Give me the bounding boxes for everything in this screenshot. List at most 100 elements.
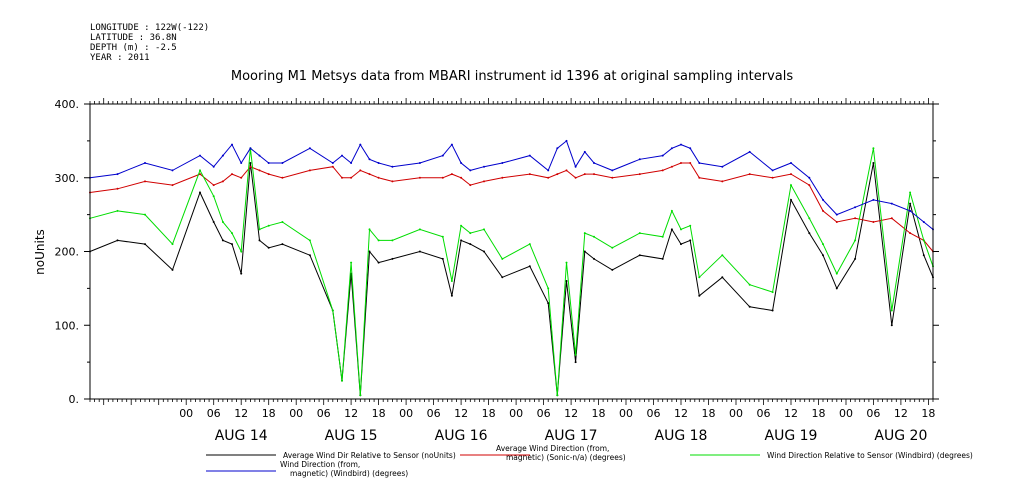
- x-hour-label: 06: [427, 407, 441, 420]
- data-point: [771, 176, 774, 179]
- data-point: [368, 228, 371, 231]
- data-point: [922, 221, 925, 223]
- data-point: [556, 173, 559, 176]
- data-point: [391, 180, 394, 183]
- data-point: [469, 243, 472, 246]
- x-hour-label: 06: [317, 407, 331, 420]
- x-hour-label: 00: [399, 407, 413, 420]
- data-point: [611, 268, 614, 271]
- legend-item-4: Wind Direction (from,magnetic) (Windbird…: [206, 460, 408, 478]
- data-point: [501, 162, 504, 164]
- data-point: [212, 195, 215, 198]
- data-point: [556, 394, 559, 397]
- x-day-label: AUG 20: [874, 428, 927, 444]
- x-hour-label: 00: [289, 407, 303, 420]
- data-point: [450, 173, 453, 176]
- data-point: [116, 187, 119, 190]
- data-point: [661, 154, 664, 157]
- data-point: [822, 209, 824, 212]
- data-point: [835, 272, 838, 275]
- data-point: [258, 169, 261, 172]
- data-point: [698, 176, 701, 179]
- legend-label: magnetic) (Windbird) (degrees): [290, 469, 408, 478]
- x-hour-label: 06: [537, 407, 551, 420]
- data-point: [460, 162, 463, 164]
- data-point: [249, 165, 252, 168]
- data-point: [670, 165, 673, 168]
- series-line-4: [89, 140, 934, 230]
- x-hour-label: 12: [344, 407, 358, 420]
- data-point: [698, 276, 701, 279]
- data-point: [144, 243, 146, 246]
- data-point: [854, 217, 857, 220]
- data-point: [359, 143, 362, 146]
- data-point: [790, 173, 792, 176]
- data-point: [547, 169, 550, 172]
- x-hour-label: 12: [454, 407, 468, 420]
- x-hour-label: 06: [647, 407, 661, 420]
- data-point: [922, 254, 925, 257]
- data-point: [771, 291, 774, 294]
- data-point: [221, 154, 224, 157]
- data-point: [460, 224, 463, 227]
- y-tick-label: 300.: [55, 172, 80, 185]
- data-point: [890, 217, 893, 220]
- data-point: [872, 198, 875, 201]
- data-point: [565, 280, 568, 282]
- data-point: [441, 257, 444, 260]
- data-point: [258, 154, 261, 157]
- data-point: [528, 265, 531, 268]
- data-point: [221, 221, 224, 223]
- x-day-label: AUG 15: [325, 428, 378, 444]
- data-point: [359, 169, 362, 172]
- axes-layer: 0. 100. 200. 300. 400. 00 06 12 18 00 06 12 18 00 06 12…: [55, 98, 939, 444]
- data-point: [547, 302, 550, 305]
- data-point: [528, 154, 531, 157]
- data-point: [231, 173, 233, 176]
- data-point: [240, 176, 243, 179]
- data-point: [171, 243, 174, 246]
- data-point: [350, 261, 353, 264]
- data-point: [391, 165, 394, 168]
- data-point: [350, 162, 353, 164]
- data-point: [790, 198, 792, 201]
- data-point: [391, 257, 394, 260]
- data-point: [808, 217, 811, 220]
- data-point: [171, 184, 174, 187]
- legend-label: Average Wind Dir Relative to Sensor (noU…: [283, 451, 456, 460]
- data-point: [483, 180, 485, 183]
- data-point: [680, 162, 682, 164]
- y-axis-label: noUnits: [33, 229, 47, 275]
- data-point: [909, 191, 912, 194]
- data-point: [281, 243, 284, 246]
- data-point: [689, 147, 692, 150]
- data-point: [721, 276, 724, 279]
- data-point: [822, 254, 824, 257]
- data-point: [144, 213, 146, 216]
- data-point: [258, 239, 261, 242]
- data-point: [689, 162, 692, 164]
- legend: Average Wind Dir Relative to Sensor (noU…: [206, 444, 973, 478]
- data-point: [670, 209, 673, 212]
- data-point: [221, 180, 224, 183]
- y-tick-label: 0.: [69, 393, 80, 406]
- data-point: [359, 394, 362, 397]
- x-hour-label: 18: [592, 407, 606, 420]
- data-point: [854, 257, 857, 260]
- data-point: [377, 239, 380, 242]
- data-point: [593, 235, 595, 238]
- data-point: [240, 162, 243, 164]
- data-point: [231, 232, 233, 235]
- x-hour-label: 12: [674, 407, 688, 420]
- data-point: [721, 165, 724, 168]
- data-point: [249, 147, 252, 150]
- data-point: [583, 250, 586, 253]
- data-point: [450, 294, 453, 297]
- data-point: [377, 162, 380, 164]
- data-point: [212, 165, 215, 168]
- data-point: [593, 162, 595, 164]
- data-point: [528, 173, 531, 176]
- data-point: [450, 143, 453, 146]
- data-point: [116, 173, 119, 176]
